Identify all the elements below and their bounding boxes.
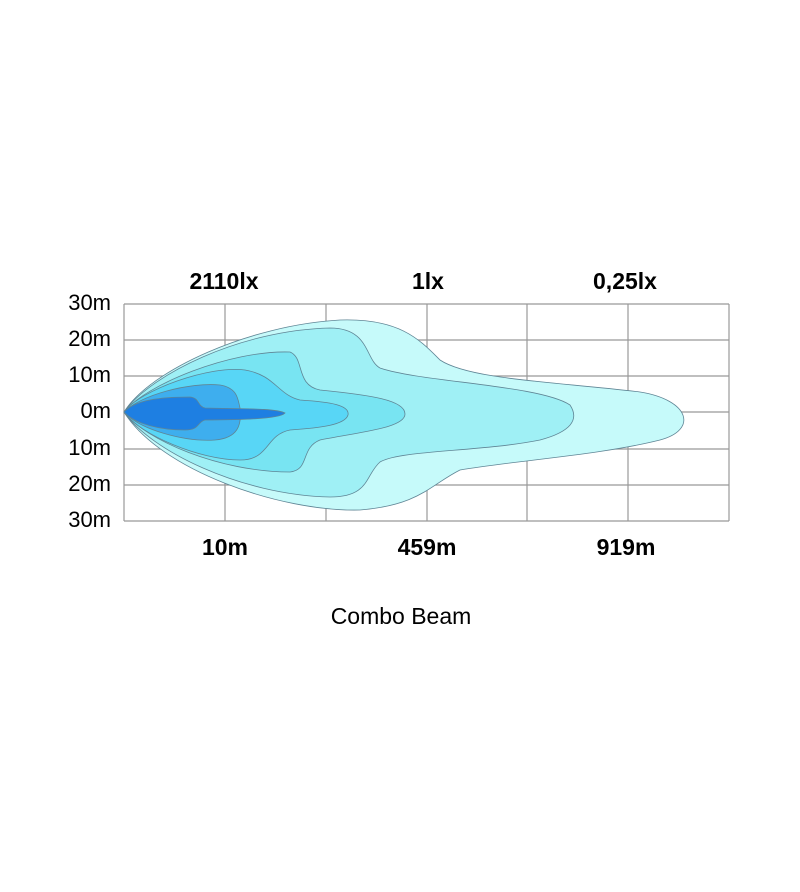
top-label: 2110lx — [189, 268, 258, 294]
beam-contours — [123, 319, 685, 511]
y-label: 0m — [80, 398, 111, 423]
bottom-label: 459m — [398, 534, 457, 560]
y-label: 20m — [68, 471, 111, 496]
bottom-label: 10m — [202, 534, 248, 560]
top-label: 1lx — [412, 268, 444, 294]
y-label: 30m — [68, 507, 111, 532]
y-label: 10m — [68, 362, 111, 387]
caption: Combo Beam — [331, 603, 472, 629]
contour-core — [123, 396, 286, 431]
y-label: 10m — [68, 435, 111, 460]
y-label: 30m — [68, 290, 111, 315]
y-label: 20m — [68, 326, 111, 351]
bottom-label: 919m — [597, 534, 656, 560]
top-label: 0,25lx — [593, 268, 657, 294]
